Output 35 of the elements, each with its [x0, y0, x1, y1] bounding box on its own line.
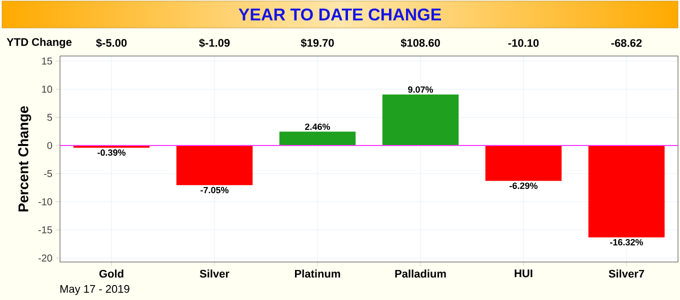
- data-label: -16.32%: [610, 239, 644, 246]
- x-tick-label: Silver7: [608, 270, 644, 278]
- bar: [279, 132, 356, 146]
- data-label: 9.07%: [408, 86, 434, 93]
- y-tick-label: -10: [38, 198, 52, 206]
- text: $19.70: [300, 38, 334, 48]
- x-tick-label: HUI: [514, 270, 532, 278]
- data-label: -6.29%: [510, 182, 538, 189]
- x-tick-label: Platinum: [295, 270, 340, 278]
- y-tick-label: -5: [44, 170, 52, 178]
- data-label: 2.46%: [305, 124, 330, 130]
- y-tick-label: 10: [42, 86, 52, 93]
- x-tick-label: Palladium: [395, 270, 446, 278]
- x-tick-label: Gold: [99, 270, 124, 278]
- bar: [588, 145, 665, 238]
- bar: [382, 94, 459, 146]
- y-tick-label: 0: [47, 142, 52, 150]
- text: $-1.09: [199, 38, 230, 48]
- data-label: -7.05%: [200, 186, 229, 194]
- text: $-5.00: [96, 38, 127, 48]
- text: YTD Change: [6, 38, 72, 48]
- y-tick-label: -15: [38, 226, 52, 234]
- bar: [176, 145, 253, 186]
- x-tick-label: Silver: [200, 270, 230, 278]
- y-tick-label: 15: [42, 58, 52, 65]
- y-axis-title: Percent Change: [18, 106, 32, 212]
- text: $108.60: [400, 38, 440, 48]
- chart-title: YEAR TO DATE CHANGE: [238, 8, 442, 21]
- bar: [485, 145, 562, 181]
- text: -68.62: [611, 39, 642, 47]
- y-tick-label: -20: [38, 254, 52, 262]
- y-tick-label: 5: [47, 114, 52, 121]
- data-label: -0.39%: [98, 149, 126, 156]
- text: -10.10: [508, 39, 539, 47]
- text: May 17 - 2019: [60, 285, 130, 295]
